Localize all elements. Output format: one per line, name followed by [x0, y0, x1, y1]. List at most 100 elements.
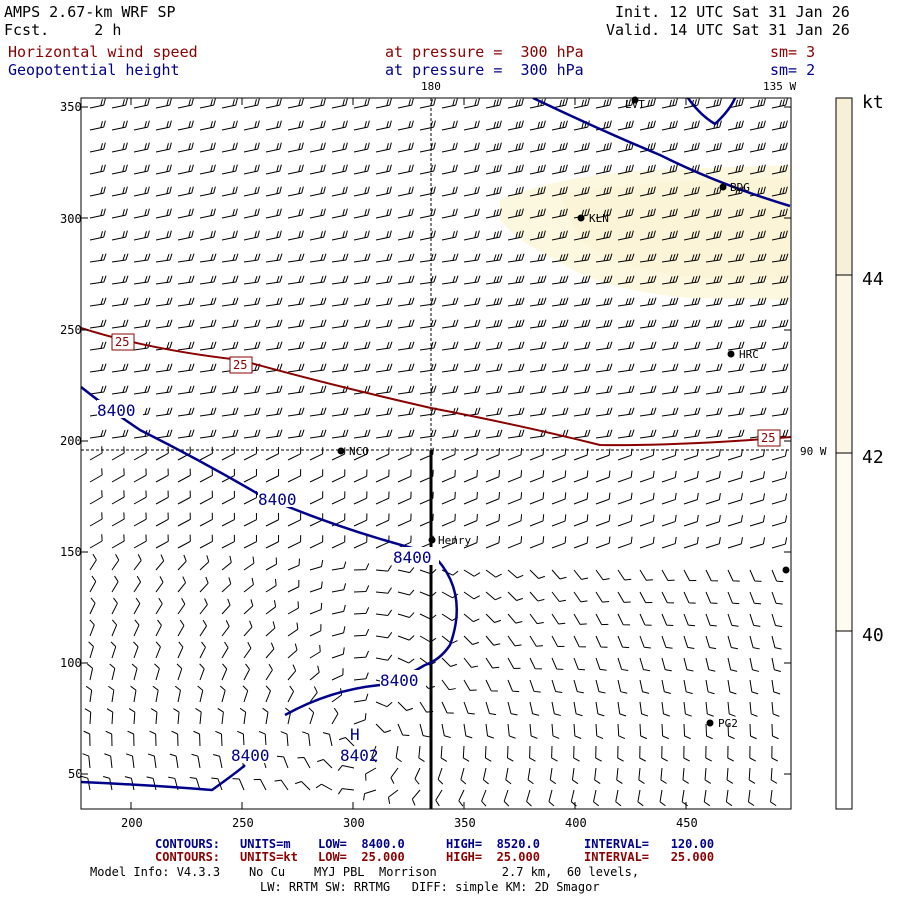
wind-barb: [353, 650, 369, 659]
wind-barb: [375, 469, 390, 483]
wind-barb: [485, 319, 503, 329]
wind-barb: [309, 581, 323, 593]
wind-barb: [265, 469, 280, 483]
wind-barb: [683, 120, 700, 131]
station-bdg[interactable]: BDG: [719, 181, 750, 194]
station-pg2[interactable]: PG2: [706, 717, 738, 730]
wind-barb: [529, 679, 541, 693]
wind-barb: [727, 569, 740, 582]
wind-barb: [661, 745, 668, 762]
wind-barb: [177, 120, 194, 131]
wind-barb: [155, 98, 172, 109]
wind-barb: [485, 407, 503, 417]
wind-barb: [507, 701, 518, 716]
wind-barb: [287, 385, 305, 395]
wind-barb: [595, 745, 602, 762]
wind-barb: [243, 407, 261, 417]
wind-barb: [661, 613, 674, 627]
wind-barb: [727, 493, 743, 505]
wind-barb: [727, 230, 744, 241]
wind-barb: [463, 319, 481, 329]
wind-barb: [529, 591, 545, 602]
wind-barb: [287, 230, 304, 241]
wind-barb: [177, 297, 195, 307]
station-nco[interactable]: NCO: [337, 445, 369, 458]
wind-barb: [133, 446, 147, 461]
wind-barb: [111, 275, 129, 285]
wind-barb: [353, 693, 369, 703]
station-henry[interactable]: Henry: [428, 534, 472, 547]
wind-barb: [133, 534, 147, 549]
wind-barb: [133, 512, 147, 527]
wind-barb: [705, 98, 722, 109]
contours2-units: UNITS=kt: [240, 850, 298, 864]
wind-barb: [177, 598, 186, 615]
station-unnamed[interactable]: [782, 566, 790, 574]
wind-barb: [287, 186, 304, 197]
wind-barb: [195, 708, 202, 725]
wind-barb: [551, 591, 567, 602]
wind-barb: [199, 534, 213, 549]
wind-barb: [155, 641, 161, 659]
wind-barb: [287, 558, 300, 571]
wind-barb: [265, 642, 275, 659]
wind-barb: [705, 429, 723, 439]
station-lvt[interactable]: LVT: [625, 96, 645, 112]
wind-barb: [243, 446, 257, 461]
wind-barb: [573, 164, 590, 175]
wind-barb: [507, 319, 525, 329]
wind-barb: [199, 98, 216, 109]
wind-barb: [265, 275, 283, 285]
wind-barb: [705, 569, 719, 582]
wind-barb: [595, 635, 608, 648]
wind-barb: [529, 470, 545, 483]
wind-barb: [551, 164, 568, 175]
wind-barb: [727, 745, 734, 762]
wind-barb: [133, 575, 142, 593]
wind-barb: [199, 208, 216, 219]
wind-barb: [155, 230, 172, 241]
wind-barb: [595, 230, 612, 241]
wind-barb: [309, 645, 321, 659]
wind-barb: [177, 429, 195, 439]
wind-barb: [287, 164, 304, 175]
wind-barb: [111, 429, 129, 439]
wind-barb: [111, 208, 128, 219]
colorbar-swatch-mid: [836, 275, 852, 453]
wind-barb: [551, 297, 569, 307]
wind-barb: [727, 407, 745, 417]
wind-barb: [265, 98, 282, 109]
wind-barb: [274, 779, 289, 791]
wind-barb: [243, 230, 260, 241]
wind-barb: [309, 624, 322, 637]
wind-barb: [771, 723, 779, 740]
wind-barb: [639, 275, 657, 285]
wind-barb: [529, 657, 542, 670]
wind-barb: [243, 620, 253, 637]
wind-barb: [617, 657, 629, 671]
height-label: 8400: [380, 671, 419, 690]
wind-barb: [749, 471, 766, 483]
wind-barb: [485, 536, 500, 549]
wind-barb: [371, 745, 377, 763]
wind-barb: [133, 208, 150, 219]
wind-barb: [199, 363, 217, 373]
wind-barb: [441, 319, 459, 329]
wind-barb: [749, 142, 766, 153]
wind-barb: [573, 492, 589, 505]
field2-level: at pressure = 300 hPa: [385, 61, 584, 79]
wind-barb: [419, 591, 437, 597]
wind-barb: [463, 591, 480, 600]
wind-barb: [507, 429, 525, 439]
wind-barb: [243, 297, 261, 307]
wind-barb: [551, 385, 569, 395]
wind-barb: [507, 657, 521, 669]
wind-barb: [639, 230, 656, 241]
wind-barb: [595, 275, 613, 285]
station-kln[interactable]: KLN: [577, 212, 609, 225]
station-hrc[interactable]: HRC: [727, 348, 759, 361]
wind-barb: [771, 208, 788, 219]
wind-barb: [89, 490, 103, 505]
wind-barb: [375, 230, 392, 241]
wind-barb: [89, 534, 103, 549]
